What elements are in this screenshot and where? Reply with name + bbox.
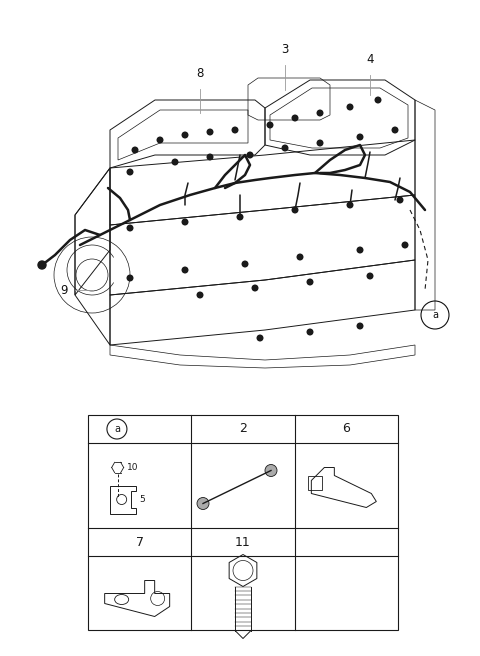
Circle shape	[127, 224, 133, 232]
Bar	[88, 415, 398, 630]
Circle shape	[347, 201, 353, 209]
Circle shape	[231, 127, 239, 134]
Circle shape	[237, 213, 243, 220]
Circle shape	[256, 335, 264, 342]
Text: 4: 4	[366, 53, 374, 66]
Circle shape	[266, 121, 274, 129]
Circle shape	[291, 207, 299, 213]
Circle shape	[247, 152, 253, 159]
Circle shape	[396, 197, 404, 203]
Circle shape	[401, 241, 408, 249]
Circle shape	[291, 115, 299, 121]
Text: a: a	[114, 424, 120, 434]
Circle shape	[297, 253, 303, 260]
Circle shape	[265, 464, 277, 476]
Text: 7: 7	[136, 535, 144, 548]
Circle shape	[181, 266, 189, 274]
Text: a: a	[432, 310, 438, 320]
Circle shape	[206, 154, 214, 161]
Circle shape	[281, 144, 288, 152]
Circle shape	[316, 110, 324, 117]
Circle shape	[206, 129, 214, 136]
Circle shape	[347, 104, 353, 110]
Circle shape	[181, 218, 189, 226]
Circle shape	[357, 247, 363, 253]
Text: 3: 3	[281, 43, 288, 56]
Circle shape	[171, 159, 179, 165]
Circle shape	[316, 140, 324, 146]
Text: 5: 5	[140, 495, 145, 504]
Circle shape	[307, 329, 313, 335]
Circle shape	[252, 285, 259, 291]
Circle shape	[197, 497, 209, 510]
Circle shape	[127, 169, 133, 176]
Circle shape	[357, 323, 363, 329]
Circle shape	[241, 260, 249, 268]
Text: 2: 2	[239, 422, 247, 436]
Circle shape	[38, 261, 46, 269]
Circle shape	[127, 274, 133, 281]
Circle shape	[181, 131, 189, 138]
Circle shape	[357, 134, 363, 140]
Circle shape	[132, 146, 139, 154]
Circle shape	[367, 272, 373, 279]
Circle shape	[156, 136, 164, 144]
Circle shape	[392, 127, 398, 134]
Text: 8: 8	[196, 67, 204, 80]
Text: 9: 9	[60, 283, 68, 297]
Circle shape	[196, 291, 204, 298]
Bar	[308, 476, 323, 489]
Circle shape	[374, 96, 382, 104]
Text: 11: 11	[235, 535, 251, 548]
Text: 6: 6	[342, 422, 350, 436]
Circle shape	[307, 279, 313, 285]
Text: 10: 10	[127, 463, 138, 472]
